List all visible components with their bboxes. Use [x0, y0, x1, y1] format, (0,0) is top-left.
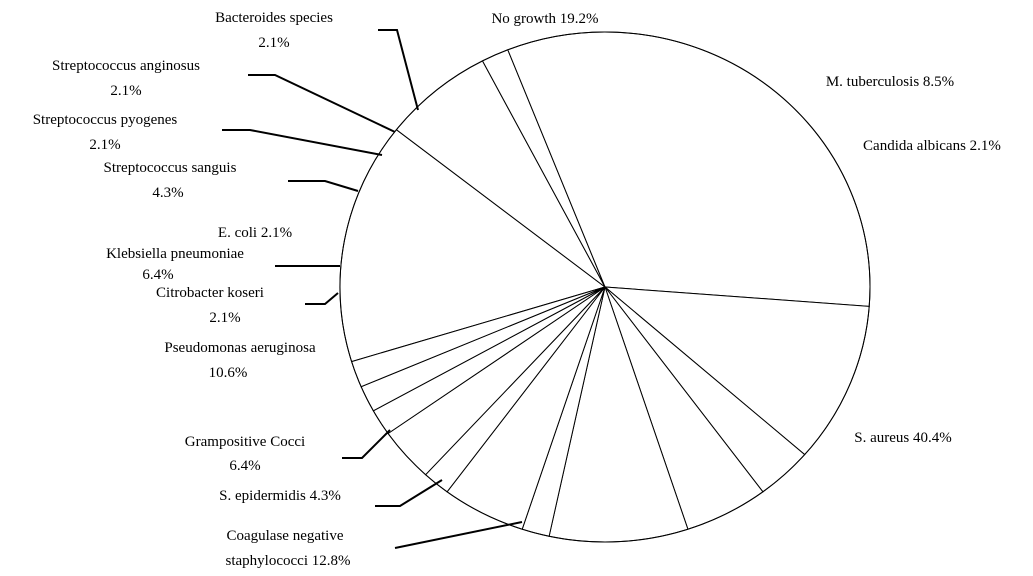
slice-label-streptococcus-anginosus-line1: Streptococcus anginosus: [52, 58, 200, 74]
leader-lines: [222, 29, 523, 549]
pie-slices: [339, 31, 871, 543]
slice-label-bacteroides-species-line2: 2.1%: [258, 35, 289, 51]
slice-label-m-tuberculosis: M. tuberculosis 8.5%: [826, 74, 954, 90]
slice-label-pseudomonas-aeruginosa-line2: 10.6%: [209, 365, 248, 381]
slice-labels: No growth 19.2% M. tuberculosis 8.5% Candi…: [33, 10, 1001, 569]
slice-label-grampositive-cocci-line2: 6.4%: [229, 458, 260, 474]
slice-label-streptococcus-pyogenes-line2: 2.1%: [89, 137, 120, 153]
slice-label-no-growth: No growth 19.2%: [491, 11, 598, 27]
leader-line-s-epidermidis: [375, 479, 443, 507]
leader-line-bacteroides-species: [378, 29, 419, 111]
slice-label-klebsiella-pneumoniae-line1: Klebsiella pneumoniae: [106, 246, 244, 262]
leader-line-streptococcus-sanguis: [288, 180, 359, 192]
leader-line-coagulase-negative-staphylococci: [394, 521, 523, 549]
slice-label-citrobacter-koseri-line1: Citrobacter koseri: [156, 285, 264, 301]
leader-line-grampositive-cocci: [342, 429, 391, 459]
leader-line-streptococcus-anginosus: [248, 74, 396, 133]
slice-label-coagulase-negative-staphylococci-line1: Coagulase negative: [226, 528, 343, 544]
slice-label-s-epidermidis: S. epidermidis 4.3%: [219, 488, 341, 504]
leader-line-citrobacter-koseri: [305, 292, 339, 305]
slice-label-citrobacter-koseri-line2: 2.1%: [209, 310, 240, 326]
slice-label-pseudomonas-aeruginosa-line1: Pseudomonas aeruginosa: [164, 340, 316, 356]
slice-label-e-coli: E. coli 2.1%: [218, 225, 292, 241]
leader-line-streptococcus-pyogenes: [222, 129, 383, 156]
slice-label-streptococcus-pyogenes-line1: Streptococcus pyogenes: [33, 112, 178, 128]
slice-label-bacteroides-species-line1: Bacteroides species: [215, 10, 333, 26]
slice-label-klebsiella-pneumoniae-line2: 6.4%: [142, 267, 173, 283]
slice-label-streptococcus-sanguis-line2: 4.3%: [152, 185, 183, 201]
slice-label-s-aureus: S. aureus 40.4%: [854, 430, 952, 446]
slice-label-coagulase-negative-staphylococci-line2: staphylococci 12.8%: [226, 553, 351, 569]
slice-label-candida-albicans: Candida albicans 2.1%: [863, 138, 1001, 154]
pie-outline: [339, 31, 871, 543]
slice-label-grampositive-cocci-line1: Grampositive Cocci: [185, 434, 305, 450]
slice-label-streptococcus-anginosus-line2: 2.1%: [110, 83, 141, 99]
slice-label-streptococcus-sanguis-line1: Streptococcus sanguis: [104, 160, 237, 176]
